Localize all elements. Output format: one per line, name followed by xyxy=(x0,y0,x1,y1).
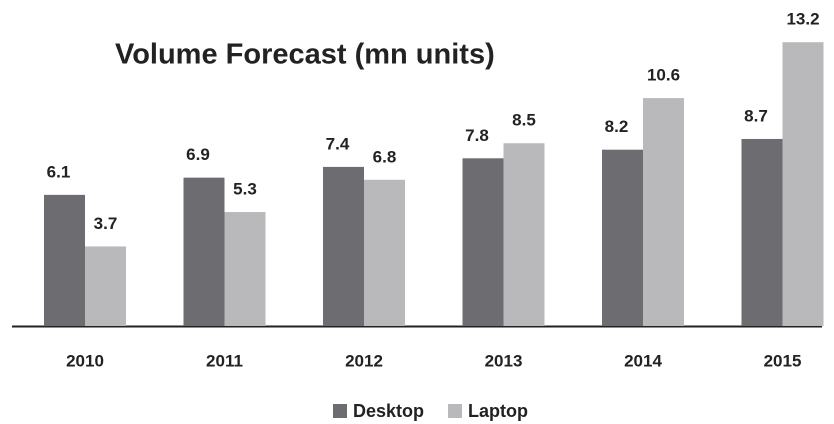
x-tick-label: 2013 xyxy=(485,351,523,370)
data-label: 6.1 xyxy=(47,162,71,181)
data-label: 7.8 xyxy=(465,126,489,145)
bar xyxy=(364,179,405,326)
data-label: 3.7 xyxy=(94,214,118,233)
bar xyxy=(602,149,643,326)
bar xyxy=(741,138,783,326)
x-tick-label: 2011 xyxy=(206,351,243,370)
bar xyxy=(643,98,684,326)
x-tick-label: 2014 xyxy=(624,351,662,370)
data-label: 8.7 xyxy=(744,106,768,125)
legend-label: Laptop xyxy=(468,401,528,421)
bar xyxy=(224,212,266,326)
bar xyxy=(44,194,85,326)
legend-swatch xyxy=(448,404,463,418)
x-tick-label: 2015 xyxy=(764,351,802,370)
x-tick-label: 2012 xyxy=(345,351,383,370)
bar xyxy=(323,166,364,326)
data-label: 13.2 xyxy=(786,10,819,29)
data-label: 6.9 xyxy=(186,145,210,164)
data-label: 6.8 xyxy=(373,147,397,166)
bar xyxy=(782,42,824,326)
legend-swatch xyxy=(333,404,347,418)
chart-title: Volume Forecast (mn units) xyxy=(115,39,495,71)
data-label: 8.5 xyxy=(512,111,536,130)
bar xyxy=(183,177,225,326)
legend-label: Desktop xyxy=(353,401,424,421)
bar xyxy=(503,143,545,326)
data-label: 7.4 xyxy=(326,134,350,153)
data-label: 10.6 xyxy=(647,66,680,85)
x-tick-label: 2010 xyxy=(66,351,104,370)
data-label: 5.3 xyxy=(233,180,257,199)
bar xyxy=(85,246,126,326)
bar xyxy=(462,158,504,326)
data-label: 8.2 xyxy=(605,117,629,136)
